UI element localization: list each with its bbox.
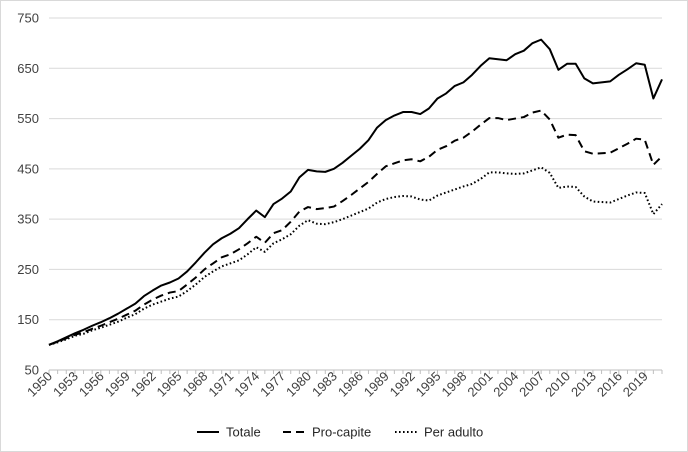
legend: Totale Pro-capite Per adulto [197,425,483,440]
y-tick-label: 750 [17,11,39,26]
x-tick-label: 2004 [490,369,521,400]
x-tick-label: 1989 [361,369,392,400]
x-tick-label: 1974 [231,369,262,400]
y-tick-label: 550 [17,111,39,126]
x-tick-label: 1998 [438,369,469,400]
x-tick-label: 1971 [205,369,236,400]
x-tick-label: 1983 [309,369,340,400]
x-tick-label: 2013 [568,369,599,400]
x-axis [48,369,663,374]
x-tick-label: 1965 [154,369,185,400]
x-tick-label: 1956 [76,369,107,400]
x-axis-tick-labels: 1950195319561959196219651968197119741977… [24,369,651,400]
y-axis-tick-labels: 50 150 250 350 450 550 650 750 [17,11,39,378]
y-tick-label: 50 [25,363,39,378]
series-line-pro-capite [48,109,663,346]
x-tick-label: 1992 [387,369,418,400]
legend-label: Totale [226,425,261,440]
x-tick-label: 1977 [257,369,288,400]
y-tick-label: 150 [17,312,39,327]
x-tick-label: 1986 [335,369,366,400]
series-line-per-adulto [48,166,663,346]
y-tick-label: 450 [17,161,39,176]
x-tick-label: 1959 [102,369,133,400]
y-tick-label: 650 [17,61,39,76]
x-tick-label: 1953 [50,369,81,400]
legend-label: Per adulto [424,425,483,440]
x-tick-label: 1962 [128,369,159,400]
x-tick-label: 2007 [516,369,547,400]
series-lines [48,38,663,346]
x-tick-label: 1980 [283,369,314,400]
x-tick-label: 2010 [542,369,573,400]
x-tick-label: 2019 [620,369,651,400]
series-line-totale [48,38,663,346]
x-tick-label: 1968 [179,369,210,400]
legend-label: Pro-capite [312,425,371,440]
x-tick-label: 2001 [464,369,495,400]
x-tick-label: 2016 [594,369,625,400]
y-tick-label: 350 [17,212,39,227]
x-tick-label: 1995 [413,369,444,400]
y-tick-label: 250 [17,262,39,277]
